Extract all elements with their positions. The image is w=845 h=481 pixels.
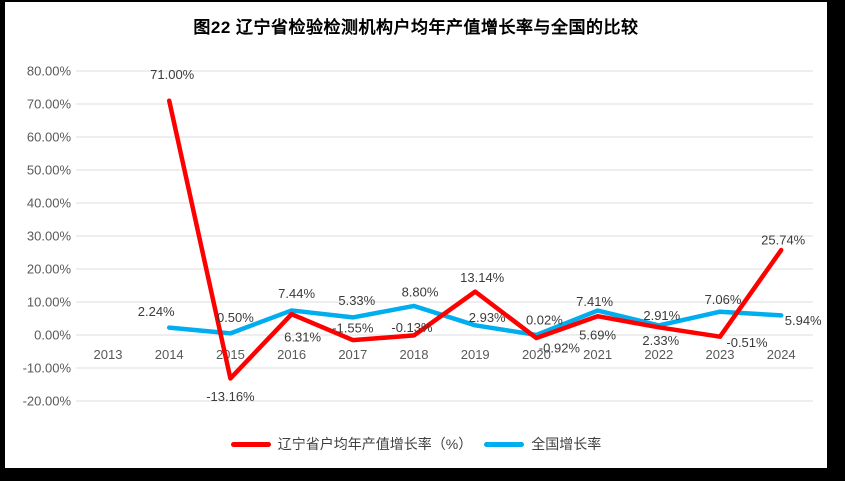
data-point-label: -1.55% <box>332 321 374 336</box>
data-point-label: 5.94% <box>785 313 822 328</box>
data-point-label: 0.02% <box>526 312 563 327</box>
y-axis-tick-label: 0.00% <box>34 328 71 343</box>
data-point-label: 0.50% <box>217 310 254 325</box>
x-axis-tick-label: 2019 <box>461 347 490 362</box>
x-axis-tick-label: 2024 <box>767 347 796 362</box>
data-point-label: -0.92% <box>539 341 581 356</box>
legend-item-national: 全国增长率 <box>484 434 601 454</box>
chart-title: 图22 辽宁省检验检测机构户均年产值增长率与全国的比较 <box>193 18 639 37</box>
legend-label-liaoning: 辽宁省户均年产值增长率（%） <box>277 436 473 452</box>
legend-label-national: 全国增长率 <box>531 436 602 452</box>
data-point-label: 6.31% <box>284 330 321 345</box>
legend-blue-line-swatch <box>484 441 525 447</box>
data-point-label: 71.00% <box>150 67 195 82</box>
data-point-label: -13.16% <box>206 389 255 404</box>
x-axis-tick-label: 2013 <box>94 347 123 362</box>
data-point-label: -0.51% <box>726 335 768 350</box>
x-axis-tick-label: 2020 <box>522 347 551 362</box>
y-axis-tick-label: 20.00% <box>27 262 72 277</box>
x-axis-tick-label: 2017 <box>338 347 367 362</box>
data-point-label: 25.74% <box>761 233 806 248</box>
data-point-label: 5.69% <box>579 328 616 343</box>
x-axis-tick-label: 2014 <box>155 347 184 362</box>
data-point-label: 7.41% <box>576 294 613 309</box>
data-point-label: 13.14% <box>460 270 505 285</box>
y-axis-tick-label: 80.00% <box>27 64 72 79</box>
series-line <box>166 98 784 381</box>
legend-item-liaoning: 辽宁省户均年产值增长率（%） <box>230 434 473 454</box>
x-axis-tick-label: 2018 <box>400 347 429 362</box>
chart-legend: 辽宁省户均年产值增长率（%） 全国增长率 <box>5 434 827 454</box>
data-point-label: 2.24% <box>138 304 175 319</box>
x-axis-tick-label: 2023 <box>706 347 735 362</box>
x-axis-tick-label: 2016 <box>277 347 306 362</box>
legend-red-line-swatch <box>230 441 271 447</box>
y-axis-tick-label: 10.00% <box>27 295 72 310</box>
x-axis-tick-label: 2015 <box>216 347 245 362</box>
y-axis-tick-label: 30.00% <box>27 229 72 244</box>
data-point-label: -0.13% <box>391 320 433 335</box>
data-point-label: 2.93% <box>469 310 506 325</box>
data-point-label: 7.44% <box>278 286 315 301</box>
data-point-label: 2.33% <box>642 333 679 348</box>
chart-canvas: 图22 辽宁省检验检测机构户均年产值增长率与全国的比较 80.00% 70.00%… <box>5 2 827 468</box>
y-axis-tick-label: 60.00% <box>27 130 72 145</box>
series-line <box>166 303 784 338</box>
x-axis-tick-label: 2021 <box>583 347 612 362</box>
data-point-label: 8.80% <box>402 284 439 299</box>
data-point-label: 5.33% <box>338 293 375 308</box>
y-axis-tick-label: 70.00% <box>27 97 72 112</box>
y-axis-tick-label: 50.00% <box>27 163 72 178</box>
y-axis-tick-label: 40.00% <box>27 196 72 211</box>
data-point-label: 7.06% <box>705 292 742 307</box>
data-point-label: 2.91% <box>643 308 680 323</box>
y-axis-tick-label: -10.00% <box>23 361 72 376</box>
x-axis-tick-label: 2022 <box>644 347 673 362</box>
y-axis-tick-label: -20.00% <box>23 394 72 409</box>
chart-plot-area: 80.00% 70.00% 60.00% 50.00% 40.00% 30.00% 20.0… <box>23 64 822 409</box>
